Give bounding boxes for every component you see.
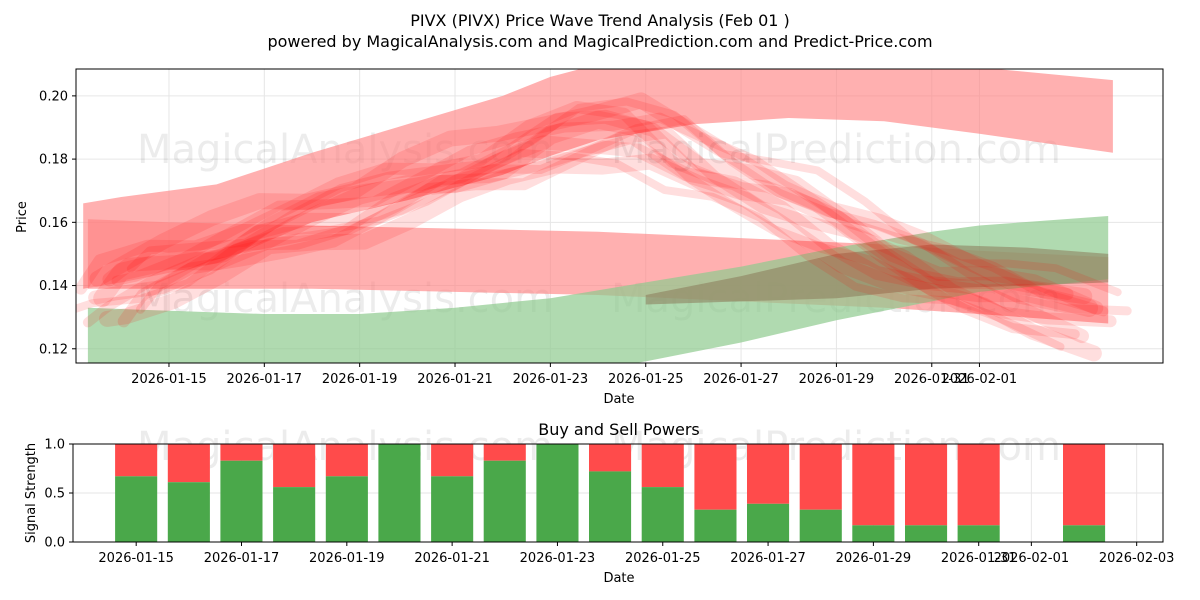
signal-x-tick-label-6: 2026-01-27 (730, 551, 806, 566)
signal-x-tick-label-0: 2026-01-15 (98, 551, 174, 566)
price-y-tick-label-3: 0.18 (39, 153, 68, 168)
price-x-tick-label-1: 2026-01-17 (227, 372, 303, 387)
signal-panel-title: Buy and Sell Powers (538, 420, 700, 439)
buy-bar-5 (378, 444, 421, 542)
price-x-tick-label-4: 2026-01-23 (513, 372, 589, 387)
buy-bar-15 (905, 525, 948, 542)
sell-bar-11 (694, 444, 737, 510)
signal-y-ticks: 0.0 0.5 1.0 (44, 438, 73, 551)
wave-line-0 (93, 110, 1099, 317)
signal-bars (115, 444, 1106, 542)
sell-bar-1 (167, 444, 210, 483)
wave-line-2 (88, 135, 1089, 344)
price-x-tick-label-0: 2026-01-15 (131, 372, 207, 387)
buy-bar-10 (641, 487, 684, 542)
sell-bar-0 (115, 444, 158, 477)
buy-bar-1 (167, 482, 210, 542)
sell-bar-3 (273, 444, 316, 488)
wave-line-7 (126, 97, 1122, 297)
signal-x-tick-label-1: 2026-01-17 (204, 551, 280, 566)
price-y-ticks: 0.12 0.14 0.16 0.18 0.20 (39, 89, 76, 357)
wave-line-8 (76, 149, 1065, 351)
buy-bar-0 (115, 476, 158, 542)
sell-bar-17 (1063, 444, 1106, 526)
signal-x-tick-label-4: 2026-01-23 (520, 551, 596, 566)
buy-bar-3 (273, 487, 316, 542)
buy-bar-9 (589, 471, 632, 542)
chart-subtitle: powered by MagicalAnalysis.com and Magic… (267, 32, 932, 51)
price-y-label: Price (15, 201, 30, 233)
signal-x-label: Date (603, 571, 634, 586)
price-x-label: Date (603, 392, 634, 407)
wave-line-3 (111, 112, 1109, 317)
sell-bar-16 (957, 444, 1000, 526)
price-axes-frame (75, 68, 1164, 364)
sell-bar-6 (431, 444, 474, 477)
buy-bar-11 (694, 509, 737, 542)
buy-bar-7 (483, 460, 526, 542)
buy-bar-12 (747, 503, 790, 542)
price-y-tick-label-0: 0.12 (39, 342, 68, 357)
signal-y-tick-label-1: 0.5 (44, 487, 65, 502)
signal-x-tick-label-10: 2026-02-03 (1099, 551, 1175, 566)
sell-bar-7 (483, 444, 526, 461)
sell-bar-4 (325, 444, 368, 477)
price-x-tick-label-2: 2026-01-19 (322, 372, 398, 387)
buy-bar-14 (852, 525, 895, 542)
sell-bar-14 (852, 444, 895, 526)
buy-bar-17 (1063, 525, 1106, 542)
price-x-tick-label-7: 2026-01-29 (799, 372, 875, 387)
price-x-tick-label-5: 2026-01-25 (608, 372, 684, 387)
sell-bar-9 (589, 444, 632, 472)
wave-line-5 (117, 126, 1117, 328)
wave-line-10 (89, 92, 1093, 305)
buy-bar-16 (957, 525, 1000, 542)
wave-line-9 (99, 153, 1102, 362)
wave-line-11 (135, 115, 1132, 316)
wave-line-4 (82, 133, 1080, 340)
price-plot-area (76, 69, 1132, 363)
price-x-tick-label-8: 2026-01-31 (894, 372, 970, 387)
sell-bar-15 (905, 444, 948, 526)
signal-x-tick-label-5: 2026-01-25 (625, 551, 701, 566)
price-y-tick-label-1: 0.14 (39, 279, 68, 294)
price-x-tick-label-6: 2026-01-27 (703, 372, 779, 387)
signal-y-tick-label-0: 0.0 (44, 536, 65, 551)
buy-bar-8 (536, 444, 579, 542)
signal-x-tick-label-8: 2026-01-31 (941, 551, 1017, 566)
gray-overlap-band (645, 244, 1109, 305)
sell-bar-10 (641, 444, 684, 488)
buy-bar-2 (220, 460, 263, 542)
buy-bar-6 (431, 476, 474, 542)
signal-x-tick-label-3: 2026-01-21 (414, 551, 490, 566)
sell-bar-13 (799, 444, 842, 510)
buy-bar-13 (799, 509, 842, 542)
wave-line-1 (102, 109, 1104, 315)
signal-panel: Buy and Sell Powers MagicalAnalysis.com … (24, 420, 1174, 586)
wave-line-6 (76, 101, 1074, 300)
signal-x-tick-label-7: 2026-01-29 (836, 551, 912, 566)
price-panel: MagicalAnalysis.com MagicalPrediction.co… (15, 68, 1164, 407)
signal-y-label: Signal Strength (24, 443, 39, 543)
signal-x-tick-label-9: 2026-02-01 (994, 551, 1070, 566)
signal-x-ticks: 2026-01-15 2026-01-17 2026-01-19 2026-01-21… (98, 542, 1174, 566)
price-x-ticks: 2026-01-15 2026-01-17 2026-01-19 2026-01-21… (131, 363, 1017, 387)
chart-title: PIVX (PIVX) Price Wave Trend Analysis (F… (410, 11, 790, 30)
price-x-tick-label-9: 2026-02-01 (942, 372, 1018, 387)
price-y-tick-label-4: 0.20 (39, 89, 68, 104)
sell-bar-2 (220, 444, 263, 461)
buy-bar-4 (325, 476, 368, 542)
signal-y-tick-label-2: 1.0 (44, 438, 65, 453)
sell-bar-12 (747, 444, 790, 504)
signal-x-tick-label-2: 2026-01-19 (309, 551, 385, 566)
price-x-tick-label-3: 2026-01-21 (417, 372, 493, 387)
price-y-tick-label-2: 0.16 (39, 216, 68, 231)
